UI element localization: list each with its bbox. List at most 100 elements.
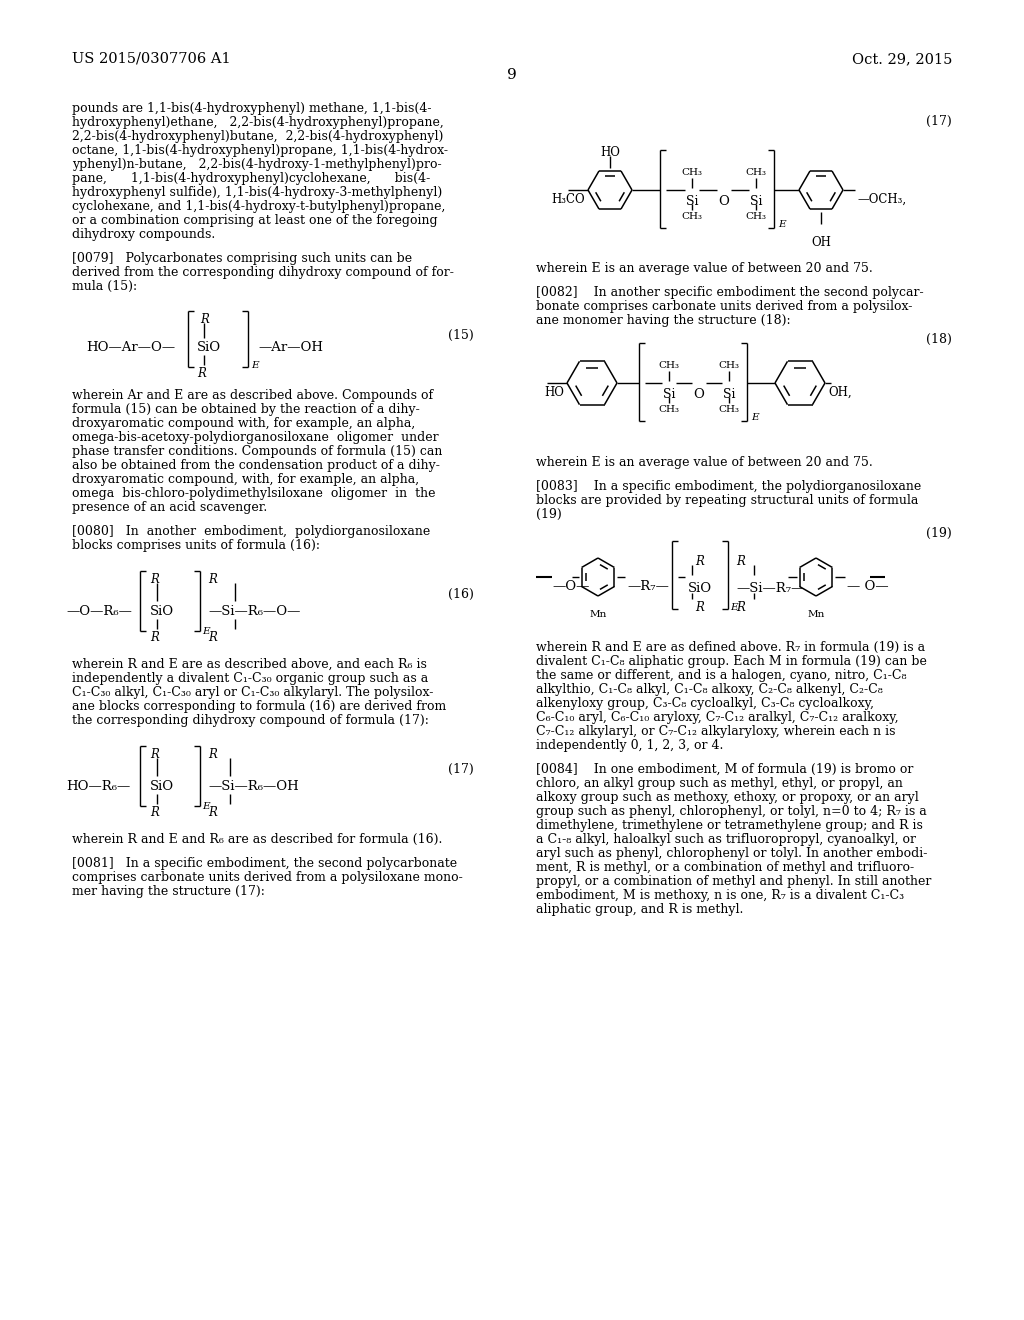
Text: independently 0, 1, 2, 3, or 4.: independently 0, 1, 2, 3, or 4.	[536, 739, 723, 752]
Text: R: R	[208, 748, 217, 762]
Text: alkoxy group such as methoxy, ethoxy, or propoxy, or an aryl: alkoxy group such as methoxy, ethoxy, or…	[536, 791, 919, 804]
Text: propyl, or a combination of methyl and phenyl. In still another: propyl, or a combination of methyl and p…	[536, 875, 932, 888]
Text: R: R	[150, 631, 159, 644]
Text: CH₃: CH₃	[658, 360, 680, 370]
Text: yphenyl)n-butane,   2,2-bis(4-hydroxy-1-methylphenyl)pro-: yphenyl)n-butane, 2,2-bis(4-hydroxy-1-me…	[72, 158, 441, 172]
Text: octane, 1,1-bis(4-hydroxyphenyl)propane, 1,1-bis(4-hydrox-: octane, 1,1-bis(4-hydroxyphenyl)propane,…	[72, 144, 449, 157]
Text: aryl such as phenyl, chlorophenyl or tolyl. In another embodi-: aryl such as phenyl, chlorophenyl or tol…	[536, 847, 928, 861]
Text: —OCH₃,: —OCH₃,	[857, 193, 906, 206]
Text: E: E	[778, 220, 785, 228]
Text: R: R	[208, 807, 217, 818]
Text: a C₁-₈ alkyl, haloalkyl such as trifluoropropyl, cyanoalkyl, or: a C₁-₈ alkyl, haloalkyl such as trifluor…	[536, 833, 916, 846]
Text: CH₃: CH₃	[658, 405, 680, 414]
Text: E: E	[202, 803, 210, 810]
Text: wherein Ar and E are as described above. Compounds of: wherein Ar and E are as described above.…	[72, 389, 433, 403]
Text: R: R	[736, 554, 744, 568]
Text: droxyaromatic compound, with, for example, an alpha,: droxyaromatic compound, with, for exampl…	[72, 473, 419, 486]
Text: R: R	[208, 573, 217, 586]
Text: or a combination comprising at least one of the foregoing: or a combination comprising at least one…	[72, 214, 437, 227]
Text: C₁-C₃₀ alkyl, C₁-C₃₀ aryl or C₁-C₃₀ alkylaryl. The polysilox-: C₁-C₃₀ alkyl, C₁-C₃₀ aryl or C₁-C₃₀ alky…	[72, 686, 433, 700]
Text: the same or different, and is a halogen, cyano, nitro, C₁-C₈: the same or different, and is a halogen,…	[536, 669, 906, 682]
Text: [0083]    In a specific embodiment, the polydiorganosiloxane: [0083] In a specific embodiment, the pol…	[536, 480, 922, 492]
Text: ment, R is methyl, or a combination of methyl and trifluoro-: ment, R is methyl, or a combination of m…	[536, 861, 914, 874]
Text: formula (15) can be obtained by the reaction of a dihy-: formula (15) can be obtained by the reac…	[72, 403, 420, 416]
Text: HO: HO	[600, 147, 620, 158]
Text: omega-bis-acetoxy-polydiorganosiloxane  oligomer  under: omega-bis-acetoxy-polydiorganosiloxane o…	[72, 432, 438, 444]
Text: HO: HO	[544, 385, 564, 399]
Text: alkylthio, C₁-C₈ alkyl, C₁-C₈ alkoxy, C₂-C₈ alkenyl, C₂-C₈: alkylthio, C₁-C₈ alkyl, C₁-C₈ alkoxy, C₂…	[536, 682, 883, 696]
Text: R: R	[208, 631, 217, 644]
Text: CH₃: CH₃	[682, 213, 702, 220]
Text: droxyaromatic compound with, for example, an alpha,: droxyaromatic compound with, for example…	[72, 417, 416, 430]
Text: phase transfer conditions. Compounds of formula (15) can: phase transfer conditions. Compounds of …	[72, 445, 442, 458]
Text: presence of an acid scavenger.: presence of an acid scavenger.	[72, 502, 267, 513]
Text: group such as phenyl, chlorophenyl, or tolyl, n=0 to 4; R₇ is a: group such as phenyl, chlorophenyl, or t…	[536, 805, 927, 818]
Text: R: R	[150, 573, 159, 586]
Text: blocks are provided by repeating structural units of formula: blocks are provided by repeating structu…	[536, 494, 919, 507]
Text: —Si—R₆—OH: —Si—R₆—OH	[208, 780, 299, 793]
Text: R: R	[695, 554, 705, 568]
Text: HO—Ar—O—: HO—Ar—O—	[86, 341, 175, 354]
Text: CH₃: CH₃	[719, 360, 739, 370]
Text: E: E	[751, 413, 759, 422]
Text: wherein E is an average value of between 20 and 75.: wherein E is an average value of between…	[536, 261, 872, 275]
Text: HO—R₆—: HO—R₆—	[66, 780, 130, 793]
Text: OH,: OH,	[828, 385, 852, 399]
Text: derived from the corresponding dihydroxy compound of for-: derived from the corresponding dihydroxy…	[72, 267, 454, 279]
Text: —O—R₆—: —O—R₆—	[66, 605, 132, 618]
Text: —Si—R₇—: —Si—R₇—	[736, 582, 805, 595]
Text: R: R	[197, 367, 206, 380]
Text: E: E	[730, 603, 737, 612]
Text: [0081]   In a specific embodiment, the second polycarbonate: [0081] In a specific embodiment, the sec…	[72, 857, 457, 870]
Text: independently a divalent C₁-C₃₀ organic group such as a: independently a divalent C₁-C₃₀ organic …	[72, 672, 428, 685]
Text: —Si—R₆—O—: —Si—R₆—O—	[208, 605, 300, 618]
Text: (19): (19)	[927, 527, 952, 540]
Text: CH₃: CH₃	[719, 405, 739, 414]
Text: (18): (18)	[926, 333, 952, 346]
Text: E: E	[251, 360, 259, 370]
Text: mer having the structure (17):: mer having the structure (17):	[72, 884, 265, 898]
Text: (19): (19)	[536, 508, 562, 521]
Text: C₇-C₁₂ alkylaryl, or C₇-C₁₂ alkylaryloxy, wherein each n is: C₇-C₁₂ alkylaryl, or C₇-C₁₂ alkylaryloxy…	[536, 725, 896, 738]
Text: O: O	[719, 195, 729, 209]
Text: R: R	[150, 807, 159, 818]
Text: —Ar—OH: —Ar—OH	[258, 341, 323, 354]
Text: cyclohexane, and 1,1-bis(4-hydroxy-t-butylphenyl)propane,: cyclohexane, and 1,1-bis(4-hydroxy-t-but…	[72, 201, 445, 213]
Text: [0079]   Polycarbonates comprising such units can be: [0079] Polycarbonates comprising such un…	[72, 252, 412, 265]
Text: 2,2-bis(4-hydroxyphenyl)butane,  2,2-bis(4-hydroxyphenyl): 2,2-bis(4-hydroxyphenyl)butane, 2,2-bis(…	[72, 129, 443, 143]
Text: H₃CO: H₃CO	[551, 193, 585, 206]
Text: (15): (15)	[449, 329, 474, 342]
Text: Mn: Mn	[807, 610, 824, 619]
Text: R: R	[736, 601, 744, 614]
Text: Oct. 29, 2015: Oct. 29, 2015	[852, 51, 952, 66]
Text: dimethylene, trimethylene or tetramethylene group; and R is: dimethylene, trimethylene or tetramethyl…	[536, 818, 923, 832]
Text: R: R	[695, 601, 705, 614]
Text: Mn: Mn	[590, 610, 606, 619]
Text: blocks comprises units of formula (16):: blocks comprises units of formula (16):	[72, 539, 319, 552]
Text: C₆-C₁₀ aryl, C₆-C₁₀ aryloxy, C₇-C₁₂ aralkyl, C₇-C₁₂ aralkoxy,: C₆-C₁₀ aryl, C₆-C₁₀ aryloxy, C₇-C₁₂ aral…	[536, 711, 899, 723]
Text: dihydroxy compounds.: dihydroxy compounds.	[72, 228, 215, 242]
Text: R: R	[150, 748, 159, 762]
Text: CH₃: CH₃	[745, 213, 767, 220]
Text: Si: Si	[723, 388, 735, 401]
Text: bonate comprises carbonate units derived from a polysilox-: bonate comprises carbonate units derived…	[536, 300, 912, 313]
Text: US 2015/0307706 A1: US 2015/0307706 A1	[72, 51, 230, 66]
Text: hydroxyphenyl sulfide), 1,1-bis(4-hydroxy-3-methylphenyl): hydroxyphenyl sulfide), 1,1-bis(4-hydrox…	[72, 186, 442, 199]
Text: —O—: —O—	[552, 579, 590, 593]
Text: (17): (17)	[927, 115, 952, 128]
Text: mula (15):: mula (15):	[72, 280, 137, 293]
Text: Si: Si	[686, 195, 698, 209]
Text: [0082]    In another specific embodiment the second polycar-: [0082] In another specific embodiment th…	[536, 286, 924, 300]
Text: wherein R and E are as defined above. R₇ in formula (19) is a: wherein R and E are as defined above. R₇…	[536, 642, 925, 653]
Text: also be obtained from the condensation product of a dihy-: also be obtained from the condensation p…	[72, 459, 440, 473]
Text: [0080]   In  another  embodiment,  polydiorganosiloxane: [0080] In another embodiment, polydiorga…	[72, 525, 430, 539]
Text: Si: Si	[663, 388, 675, 401]
Text: ane blocks corresponding to formula (16) are derived from: ane blocks corresponding to formula (16)…	[72, 700, 446, 713]
Text: — O—: — O—	[847, 579, 889, 593]
Text: OH: OH	[811, 236, 830, 249]
Text: SiO: SiO	[150, 780, 174, 793]
Text: pounds are 1,1-bis(4-hydroxyphenyl) methane, 1,1-bis(4-: pounds are 1,1-bis(4-hydroxyphenyl) meth…	[72, 102, 431, 115]
Text: pane,      1,1-bis(4-hydroxyphenyl)cyclohexane,      bis(4-: pane, 1,1-bis(4-hydroxyphenyl)cyclohexan…	[72, 172, 430, 185]
Text: embodiment, M is methoxy, n is one, R₇ is a divalent C₁-C₃: embodiment, M is methoxy, n is one, R₇ i…	[536, 888, 904, 902]
Text: alkenyloxy group, C₃-C₈ cycloalkyl, C₃-C₈ cycloalkoxy,: alkenyloxy group, C₃-C₈ cycloalkyl, C₃-C…	[536, 697, 874, 710]
